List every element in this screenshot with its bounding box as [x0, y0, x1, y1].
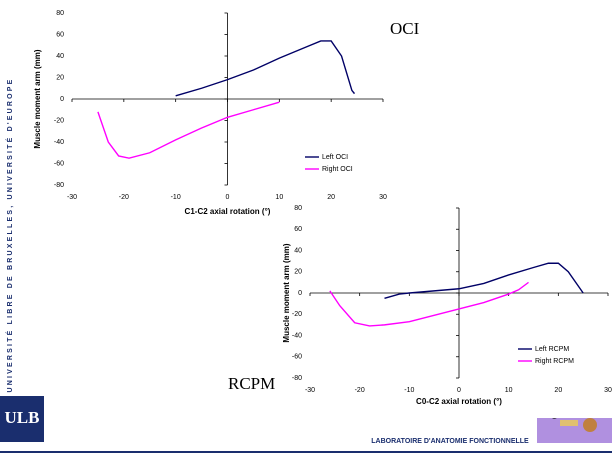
chart-oci: -80 -60 -40 -20 0 20 40 60 80 -30 -20 -10 0 10 20 30 Mus…	[22, 4, 420, 226]
y-axis-label: Muscle moment arm (mm)	[282, 243, 291, 342]
y-tick-label: 0	[60, 96, 64, 103]
chart-title: OCI	[390, 19, 420, 38]
chart-title: RCPM	[228, 374, 275, 393]
y-tick-label: 20	[294, 269, 302, 276]
y-tick-label: 40	[56, 53, 64, 60]
y-axis-label: Muscle moment arm (mm)	[33, 49, 42, 148]
chart-rcpm: -80 -60 -40 -20 0 20 40 60 80 -30 -20 -10 0 10 20 30 Mus…	[228, 200, 612, 418]
logo: ULB	[5, 408, 40, 427]
y-tick-label: 40	[294, 247, 302, 254]
y-tick-label: 80	[294, 205, 302, 212]
x-axis-label: C1-C2 axial rotation (°)	[185, 207, 271, 216]
y-tick-label: -80	[54, 182, 64, 189]
y-tick-label: -80	[292, 375, 302, 382]
x-tick-label: 20	[554, 387, 562, 394]
x-tick-label: -10	[404, 387, 414, 394]
x-tick-label: -30	[305, 387, 315, 394]
x-tick-label: 20	[327, 194, 335, 201]
y-tick-label: -20	[292, 311, 302, 318]
y-tick-label: -60	[292, 354, 302, 361]
y-tick-label: -40	[54, 139, 64, 146]
x-tick-label: -30	[67, 194, 77, 201]
legend-label: Left RCPM	[535, 346, 569, 353]
legend-label: Left OCI	[322, 154, 348, 161]
x-tick-label: -20	[355, 387, 365, 394]
y-tick-label: -40	[292, 332, 302, 339]
y-tick-label: -20	[54, 117, 64, 124]
x-tick-label: -20	[119, 194, 129, 201]
data-line	[175, 40, 356, 97]
x-tick-label: 10	[275, 194, 283, 201]
chart-background	[22, 4, 386, 226]
side-text: UNIVERSITÉ LIBRE DE BRUXELLES, UNIVERSIT…	[5, 77, 14, 392]
y-tick-label: 60	[294, 226, 302, 233]
logo-box	[0, 396, 44, 442]
x-tick-label: 30	[604, 387, 612, 394]
x-tick-label: 0	[226, 194, 230, 201]
x-tick-label: -10	[171, 194, 181, 201]
x-tick-label: 0	[457, 387, 461, 394]
x-tick-label: 10	[505, 387, 513, 394]
footer-text: LABORATOIRE D'ANATOMIE FONCTIONNELLE	[371, 438, 529, 445]
legend-label: Right RCPM	[535, 358, 574, 365]
data-line	[384, 262, 584, 299]
y-tick-label: 20	[56, 74, 64, 81]
x-tick-label: 30	[379, 194, 387, 201]
chart-background	[278, 200, 612, 418]
y-tick-label: -60	[54, 160, 64, 167]
data-line	[329, 281, 529, 327]
data-line	[97, 101, 280, 159]
x-axis-label: C0-C2 axial rotation (°)	[416, 397, 502, 406]
y-tick-label: 80	[56, 10, 64, 17]
y-tick-label: 60	[56, 31, 64, 38]
y-tick-label: 0	[298, 290, 302, 297]
legend-label: Right OCI	[322, 166, 353, 173]
